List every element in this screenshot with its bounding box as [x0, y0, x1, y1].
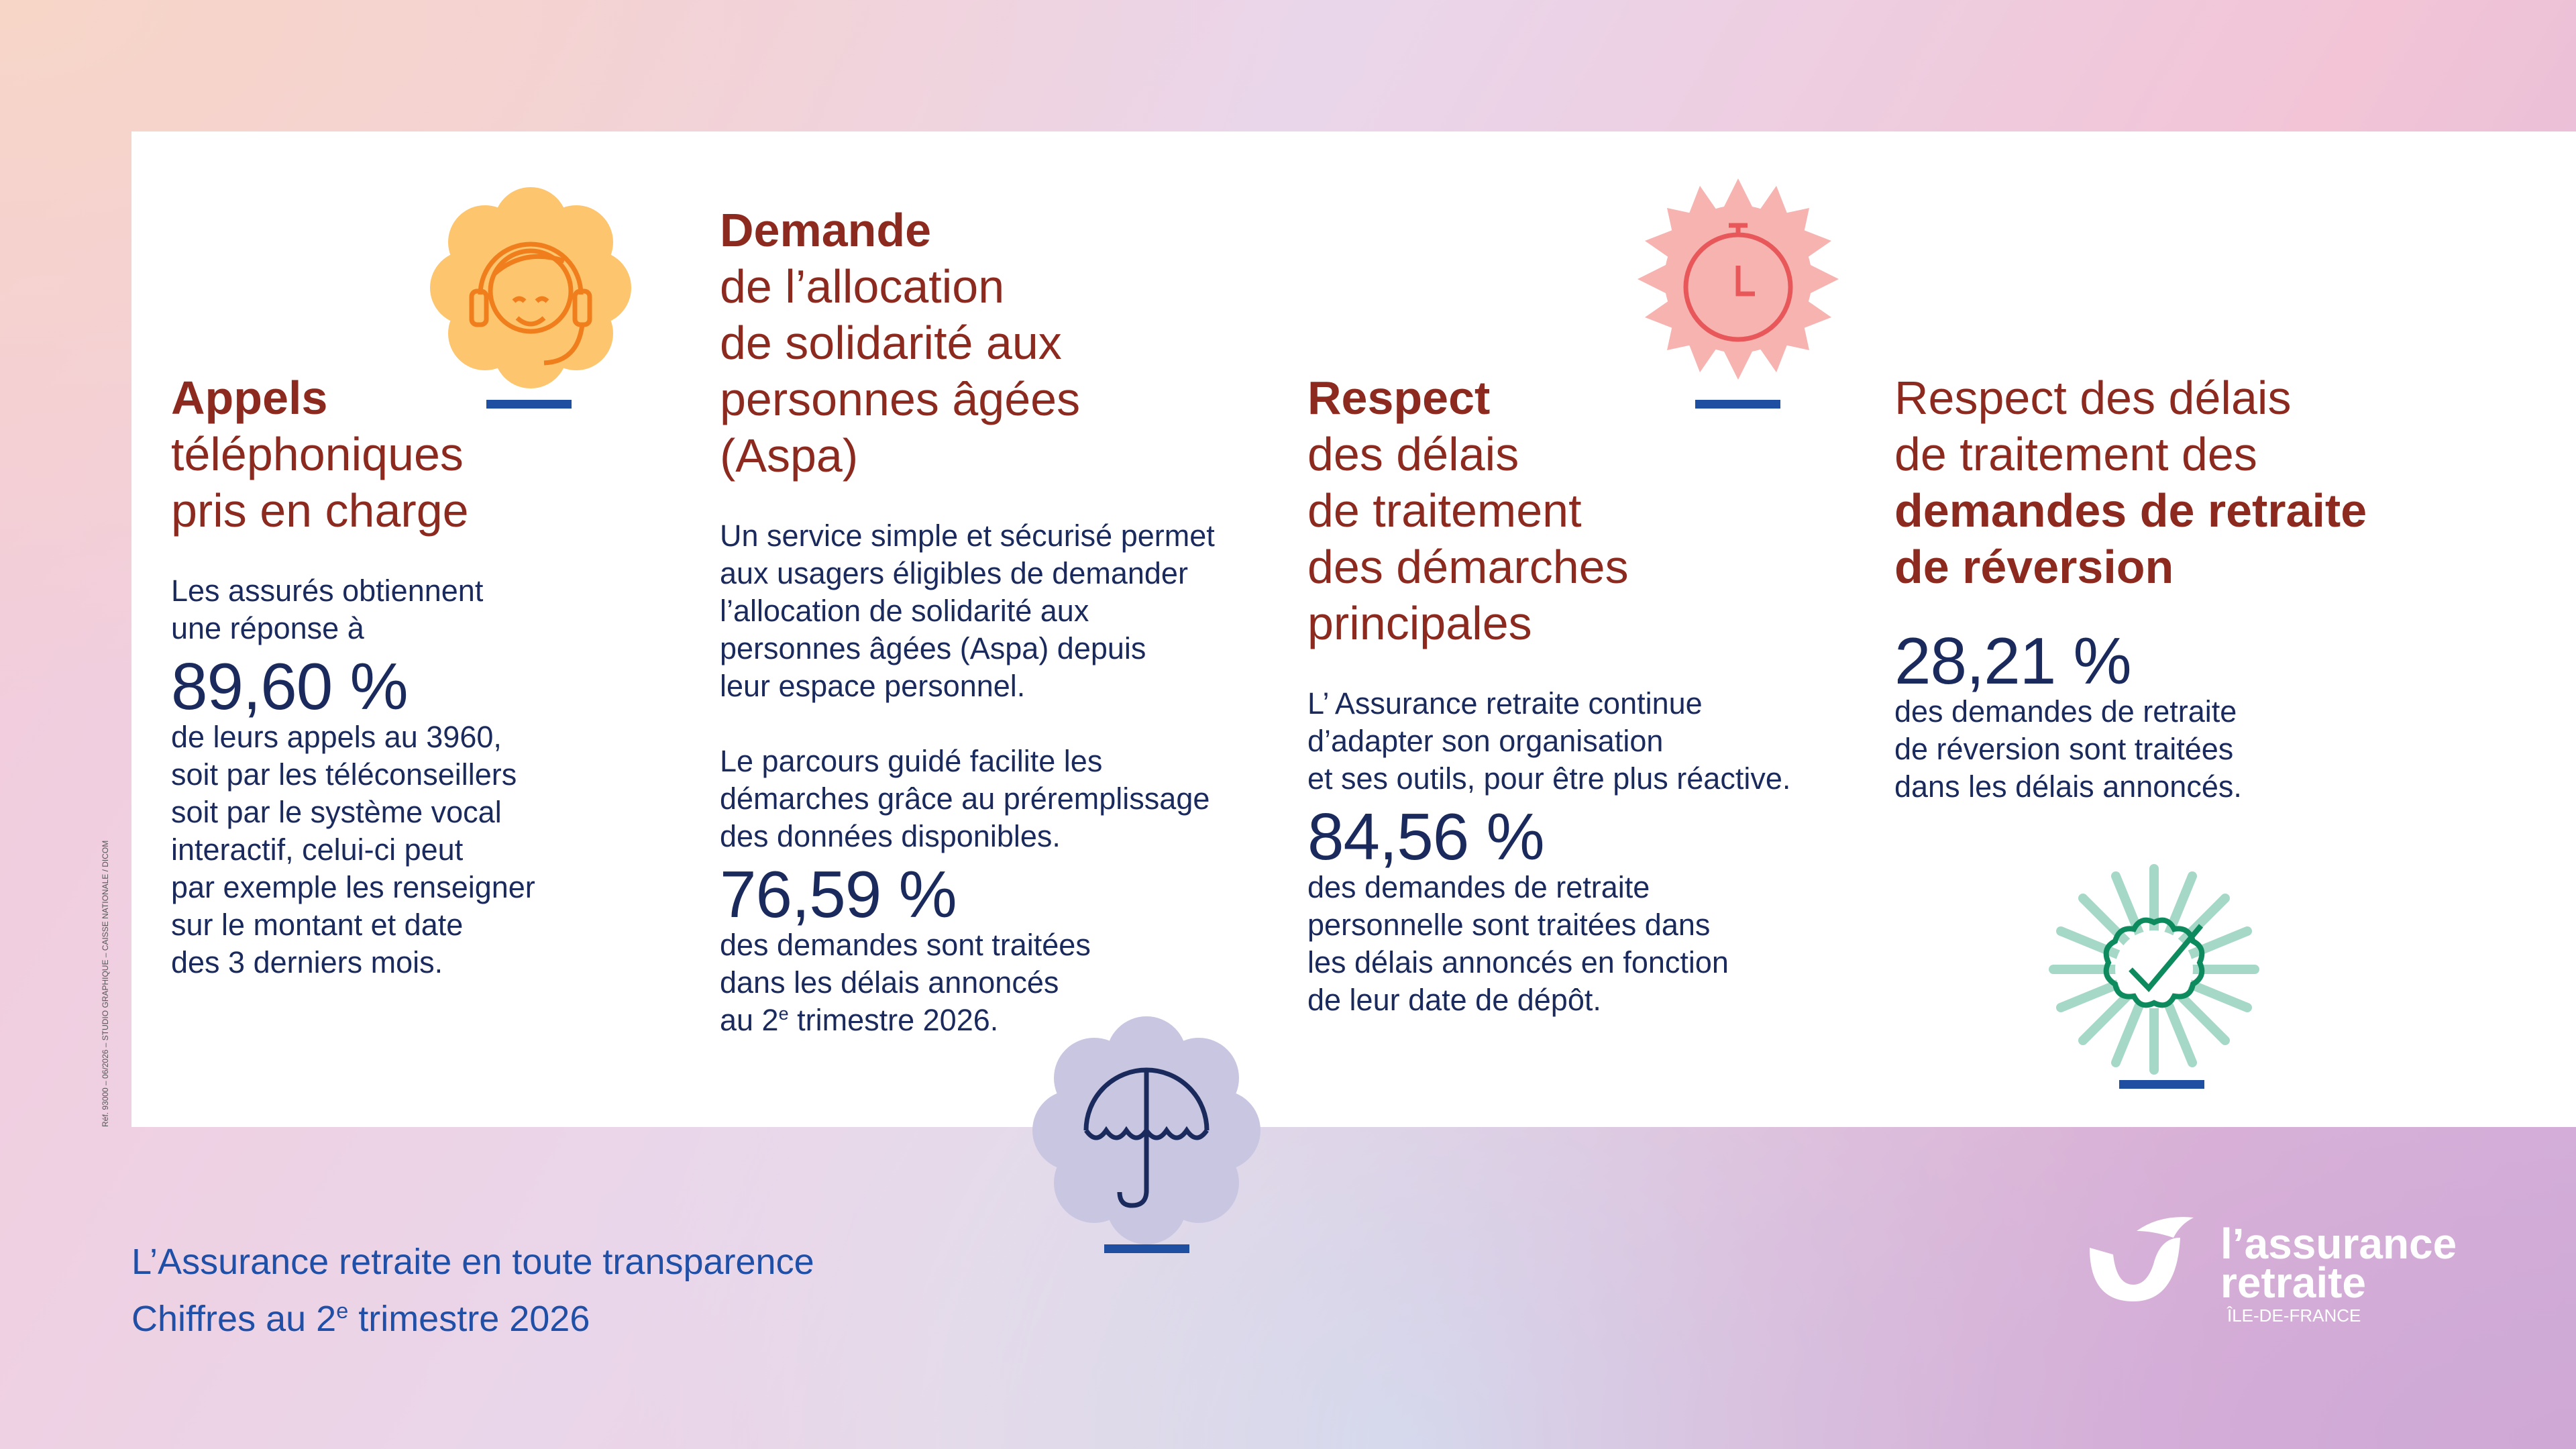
text-segment: au 2	[720, 1003, 779, 1037]
title-line: demandes de retraite	[1894, 484, 2367, 537]
stat-caption: des demandes de retraite personnelle sont…	[1307, 869, 1790, 1019]
title-line: Appels	[171, 372, 328, 424]
check-icon	[2049, 864, 2259, 1075]
title-line: Respect	[1307, 372, 1491, 424]
column-title: Appels téléphoniques pris en charge	[171, 370, 535, 539]
paragraph-line: Le parcours guidé facilite les	[720, 744, 1103, 778]
caption-line: de leurs appels au 3960,	[171, 720, 502, 754]
column-title: Respect des délais de traitement des deman…	[1894, 370, 2367, 595]
dash	[1695, 400, 1780, 409]
paragraph-line: personnes âgées (Aspa) depuis	[720, 631, 1146, 665]
title-line: principales	[1307, 597, 1532, 649]
stat-value: 28,21 %	[1894, 624, 2132, 698]
caption-line: personnelle sont traitées dans	[1307, 908, 1711, 942]
stat-value: 76,59 %	[720, 857, 957, 931]
caption-line: dans les délais annoncés.	[1894, 769, 2242, 804]
stat-value: 89,60 %	[171, 649, 409, 723]
caption-line: soit par le système vocal	[171, 795, 502, 829]
column-title: Respect des délais de traitement des démarc…	[1307, 370, 1790, 651]
title-line: téléphoniques	[171, 428, 464, 480]
paragraph: Un service simple et sécurisé permet aux …	[720, 517, 1215, 705]
title-line: de réversion	[1894, 541, 2174, 593]
umbrella-icon	[1032, 1016, 1260, 1244]
footer-line: L’Assurance retraite en toute transparen…	[131, 1242, 814, 1282]
footer-line: Chiffres au 2e trimestre 2026	[131, 1298, 590, 1340]
paragraph: Le parcours guidé facilite les démarches …	[720, 743, 1215, 855]
dash	[2119, 1080, 2204, 1089]
info-column: Respect des délais de traitement des démarc…	[1307, 370, 1790, 1019]
text-segment: trimestre 2026	[348, 1299, 590, 1339]
info-column: Demande de l’allocation de solidarité aux p…	[720, 202, 1215, 1039]
logo-text: l’assurance retraite ÎLE-DE-FRANCE	[2220, 1220, 2457, 1329]
caption-line: sur le montant et date	[171, 908, 464, 942]
column-title: Demande de l’allocation de solidarité aux p…	[720, 202, 1215, 484]
stat-caption: de leurs appels au 3960, soit par les tél…	[171, 718, 535, 981]
paragraph-line: et ses outils, pour être plus réactive.	[1307, 761, 1791, 796]
dash	[1104, 1244, 1189, 1253]
title-line: personnes âgées	[720, 373, 1081, 425]
text-segment: e	[336, 1299, 349, 1323]
caption-line: des 3 derniers mois.	[171, 945, 443, 979]
stat-value: 84,56 %	[1307, 800, 1545, 873]
title-line: de traitement des	[1894, 428, 2257, 480]
stopwatch-icon	[1638, 178, 1839, 380]
stat-caption: des demandes de retraite de réversion son…	[1894, 693, 2367, 806]
caption-line: de leur date de dépôt.	[1307, 983, 1601, 1017]
paragraph-line: Un service simple et sécurisé permet	[720, 519, 1215, 553]
logo-mark	[2090, 1217, 2194, 1301]
logo-region: ÎLE-DE-FRANCE	[2227, 1305, 2361, 1326]
headset-icon	[430, 187, 631, 388]
stat-caption: des demandes sont traitées dans les délai…	[720, 926, 1215, 1039]
paragraph-line: aux usagers éligibles de demander	[720, 556, 1188, 590]
logo-line: retraite	[2220, 1258, 2366, 1307]
logo-line: l’assurance	[2220, 1220, 2457, 1268]
title-line: pris en charge	[171, 484, 469, 537]
paragraph-line: L’ Assurance retraite continue	[1307, 686, 1703, 720]
paragraph-line: une réponse à	[171, 611, 364, 645]
text-segment: e	[778, 1004, 789, 1024]
title-line: Demande	[720, 204, 932, 256]
caption-line: de réversion sont traitées	[1894, 732, 2234, 766]
reference: Réf. 93000 – 06/2026 – STUDIO GRAPHIQUE …	[101, 840, 110, 1127]
text-segment: trimestre 2026.	[788, 1003, 999, 1037]
info-column: Respect des délais de traitement des deman…	[1894, 370, 2367, 806]
paragraph-line: des données disponibles.	[720, 819, 1061, 853]
paragraph-line: d’adapter son organisation	[1307, 724, 1664, 758]
caption-line: dans les délais annoncés	[720, 965, 1059, 1000]
title-line: des délais	[1307, 428, 1519, 480]
title-line: de l’allocation	[720, 260, 1005, 313]
paragraph: L’ Assurance retraite continue d’adapter …	[1307, 685, 1790, 798]
caption-line: au 2e trimestre 2026.	[720, 1002, 1215, 1039]
info-column: Appels téléphoniques pris en charge Les ass…	[171, 370, 535, 981]
caption-line: interactif, celui-ci peut	[171, 833, 464, 867]
caption-line: par exemple les renseigner	[171, 870, 535, 904]
paragraph: Les assurés obtiennent une réponse à	[171, 572, 535, 647]
caption-line: soit par les téléconseillers	[171, 757, 517, 792]
paragraph-line: leur espace personnel.	[720, 669, 1026, 703]
caption-line: des demandes de retraite	[1307, 870, 1650, 904]
dash	[486, 400, 572, 409]
caption-line: les délais annoncés en fonction	[1307, 945, 1729, 979]
title-line: des démarches	[1307, 541, 1629, 593]
paragraph-line: l’allocation de solidarité aux	[720, 594, 1089, 628]
paragraph-line: Les assurés obtiennent	[171, 574, 484, 608]
paragraph-line: démarches grâce au préremplissage	[720, 782, 1210, 816]
title-line: de solidarité aux	[720, 317, 1062, 369]
caption-line: des demandes sont traitées	[720, 928, 1091, 962]
text-segment: Chiffres au 2	[131, 1299, 337, 1339]
caption-line: des demandes de retraite	[1894, 694, 2237, 729]
title-line: de traitement	[1307, 484, 1582, 537]
title-line: (Aspa)	[720, 429, 859, 482]
title-line: Respect des délais	[1894, 372, 2292, 424]
